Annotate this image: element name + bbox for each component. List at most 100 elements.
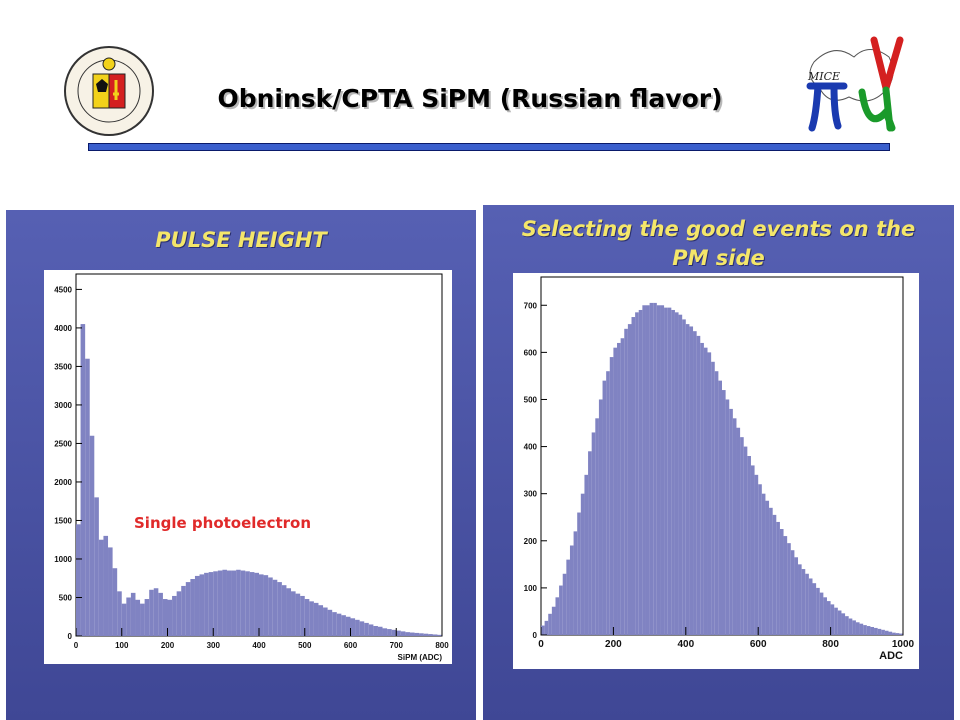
- histogram-bar: [345, 616, 351, 636]
- histogram-bar: [685, 324, 690, 635]
- histogram-bar: [382, 628, 388, 636]
- histogram-bar: [769, 507, 773, 635]
- histogram-bar: [801, 569, 806, 635]
- histogram-bar: [432, 634, 438, 636]
- x-tick-label: 200: [161, 641, 175, 650]
- histogram-bar: [396, 630, 401, 636]
- histogram-bar: [419, 633, 424, 636]
- histogram-bar: [108, 547, 113, 636]
- histogram-bar: [190, 579, 195, 636]
- histogram-bar: [309, 601, 314, 636]
- histogram-bar: [852, 620, 856, 635]
- histogram-bar: [609, 357, 614, 635]
- geneva-seal-logo: [62, 44, 156, 138]
- histogram-bar: [149, 589, 154, 636]
- histogram-bar: [656, 305, 661, 635]
- histogram-bar: [437, 634, 442, 636]
- histogram-bar: [291, 591, 296, 636]
- histogram-bar: [272, 579, 278, 636]
- x-tick-label: 600: [344, 641, 358, 650]
- histogram-bar: [678, 314, 683, 635]
- x-tick-label: 700: [390, 641, 404, 650]
- y-tick-label: 500: [59, 593, 73, 602]
- histogram-bar: [736, 427, 741, 635]
- x-tick-label: 0: [74, 641, 79, 650]
- histogram-bar: [268, 577, 273, 636]
- histogram-bar: [761, 493, 766, 635]
- mice-logo-text: MICE: [807, 70, 840, 83]
- histogram-bar: [304, 599, 310, 636]
- histogram-bar: [551, 606, 556, 635]
- histogram-bar: [892, 632, 896, 635]
- histogram-bar: [135, 599, 141, 636]
- histogram-bar: [758, 484, 762, 635]
- histogram-bar: [341, 615, 346, 636]
- histogram-bar: [743, 446, 748, 635]
- histogram-bar: [555, 597, 560, 635]
- histogram-bar: [377, 626, 383, 636]
- histogram-bar: [859, 623, 864, 635]
- histogram-bar: [286, 588, 292, 636]
- histogram-bar: [711, 361, 715, 635]
- histogram-bar: [798, 564, 802, 635]
- histogram-bar: [653, 302, 657, 635]
- histogram-bar: [707, 352, 712, 635]
- histogram-bar: [185, 582, 191, 636]
- histogram-bar: [569, 545, 574, 635]
- histogram-bar: [595, 418, 599, 635]
- histogram-bar: [700, 342, 704, 635]
- histogram-bar: [76, 524, 81, 636]
- histogram-bar: [199, 574, 205, 636]
- x-tick-label: 800: [435, 641, 449, 650]
- x-tick-label: 600: [750, 639, 767, 650]
- histogram-bar: [130, 592, 136, 636]
- histogram-bar: [414, 632, 420, 636]
- y-tick-label: 0: [533, 631, 538, 640]
- histogram-bar: [649, 302, 654, 635]
- histogram-bar: [580, 493, 585, 635]
- histogram-bar: [899, 633, 903, 635]
- histogram-bar: [826, 601, 831, 635]
- histogram-bar: [400, 631, 406, 636]
- histogram-bar: [204, 572, 209, 636]
- histogram-bar: [696, 335, 701, 635]
- histogram-bar: [217, 570, 223, 636]
- histogram-bar: [295, 593, 301, 636]
- histogram-bar: [236, 569, 241, 636]
- histogram-bar: [208, 572, 214, 636]
- histogram-bar: [863, 625, 867, 635]
- y-tick-label: 3000: [54, 401, 72, 410]
- histogram-bar: [103, 535, 109, 636]
- histogram-bar: [387, 629, 392, 636]
- y-tick-label: 200: [524, 537, 538, 546]
- single-photoelectron-annotation: Single photoelectron: [134, 514, 312, 532]
- histogram-bar: [584, 474, 589, 635]
- histogram-bar: [664, 307, 668, 635]
- histogram-bar: [725, 399, 730, 635]
- histogram-bar: [391, 629, 397, 636]
- histogram-bar: [729, 408, 733, 635]
- histogram-bar: [373, 625, 378, 636]
- histogram-bar: [544, 620, 549, 635]
- geneva-seal-icon: [64, 46, 154, 136]
- histogram-bar: [703, 347, 708, 635]
- histogram-bar: [140, 603, 145, 636]
- histogram-bar: [848, 618, 853, 635]
- histogram-bar: [112, 568, 118, 636]
- y-tick-label: 400: [524, 443, 538, 452]
- histogram-bar: [181, 585, 186, 636]
- y-tick-label: 300: [524, 490, 538, 499]
- histogram-bar: [722, 390, 726, 635]
- histogram-bar: [245, 571, 250, 636]
- histogram-bar: [638, 309, 643, 635]
- histogram-bar: [794, 557, 799, 635]
- histogram-bar: [870, 626, 875, 635]
- histogram-bar: [718, 380, 722, 635]
- pulse-height-plot: 0 500 1000 1500 2000 2500 3000 3500 4000 4500 0 100…: [44, 270, 452, 664]
- histogram-bar: [790, 550, 795, 635]
- histogram-bar: [602, 380, 607, 635]
- histogram-bar: [213, 571, 218, 636]
- histogram-bar: [598, 399, 603, 635]
- histogram-bar: [837, 610, 842, 635]
- y-tick-label: 0: [68, 632, 73, 641]
